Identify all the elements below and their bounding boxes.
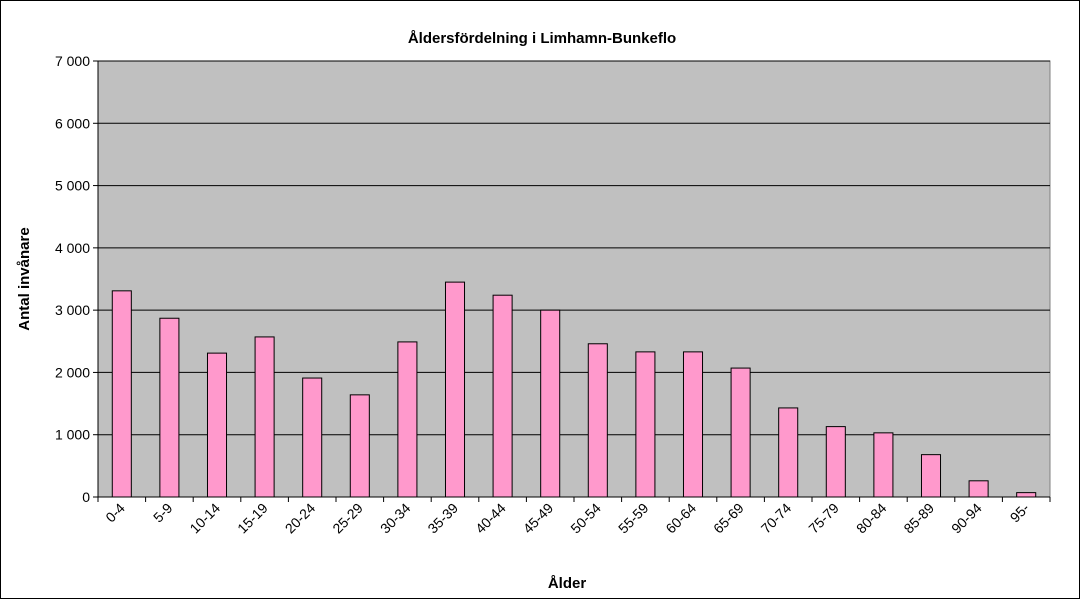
bar (920, 454, 942, 498)
bar (444, 281, 466, 498)
x-tick-label: 15-19 (234, 500, 271, 537)
chart-title: Åldersfördelning i Limhamn-Bunkeflo (408, 30, 676, 47)
x-tick-label: 55-59 (615, 500, 652, 537)
x-tick-label: 30-34 (377, 500, 414, 537)
bar (587, 343, 608, 498)
bar (873, 432, 894, 498)
y-tick-label: 6 000 (55, 115, 90, 131)
x-tick-label: 60-64 (662, 500, 699, 537)
y-tick-label: 1 000 (55, 427, 90, 443)
x-axis-ticks: 0-4 5-9 10-14 15-19 20-24 25-29 30-34 35-39 40-4… (97, 497, 1051, 537)
bar (159, 317, 180, 498)
bar (254, 336, 275, 498)
bar (206, 352, 228, 498)
bar (397, 341, 418, 498)
x-tick-label: 75-79 (805, 500, 842, 537)
y-tick-label: 2 000 (55, 364, 90, 380)
x-tick-label: 85-89 (900, 500, 937, 537)
y-tick-label: 7 000 (55, 53, 90, 69)
x-tick-label: 95- (1007, 500, 1033, 526)
y-tick-label: 4 000 (55, 240, 90, 256)
bar (349, 394, 370, 498)
x-tick-label: 20-24 (282, 500, 319, 537)
y-tick-label: 5 000 (55, 178, 90, 194)
y-tick-label: 0 (82, 489, 90, 505)
bar (825, 426, 846, 498)
x-tick-label: 45-49 (520, 500, 557, 537)
bar (492, 294, 513, 498)
x-tick-label: 5-9 (150, 500, 176, 526)
y-tick-label: 3 000 (55, 302, 90, 318)
plot-area (97, 60, 1051, 498)
x-tick-label: 50-54 (567, 500, 604, 537)
bar (302, 377, 323, 498)
bar (778, 407, 799, 498)
x-tick-label: 0-4 (102, 500, 128, 526)
y-axis-title: Antal invånare (16, 227, 33, 330)
x-tick-label: 35-39 (424, 500, 461, 537)
x-tick-label: 40-44 (472, 500, 509, 537)
bar (1016, 492, 1037, 498)
x-tick-label: 10-14 (186, 500, 223, 537)
x-tick-label: 25-29 (329, 500, 366, 537)
y-axis-ticks: 0 1 000 2 000 3 000 4 000 5 000 6 000 7 000 (55, 53, 98, 505)
bar (540, 309, 561, 498)
x-tick-label: 70-74 (758, 500, 795, 537)
bar (111, 290, 132, 498)
bar (730, 367, 751, 498)
x-tick-label: 80-84 (853, 500, 890, 537)
bar (682, 351, 704, 498)
bar (968, 480, 989, 498)
bar (635, 351, 656, 498)
x-tick-label: 65-69 (710, 500, 747, 537)
x-tick-label: 90-94 (948, 500, 985, 537)
x-axis-title: Ålder (548, 575, 587, 592)
